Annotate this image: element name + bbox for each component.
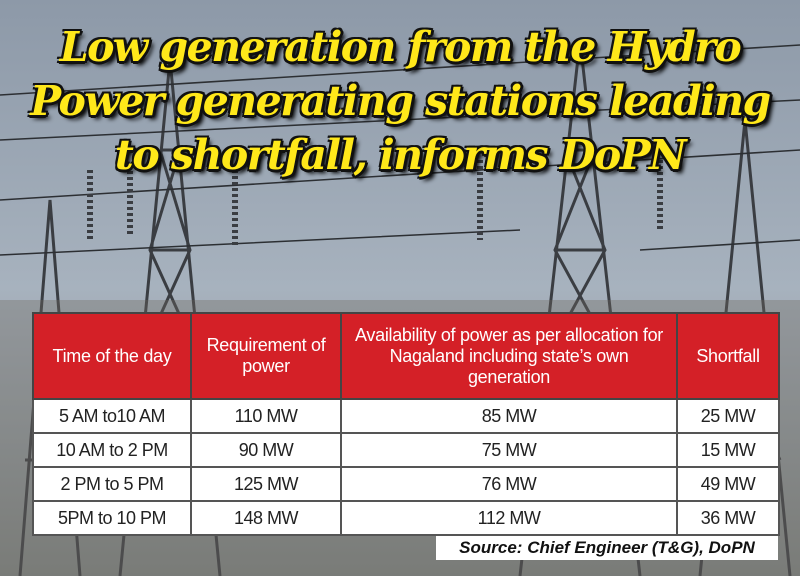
- column-header: Availability of power as per allocation …: [340, 312, 678, 400]
- column-header: Requirement of power: [190, 312, 342, 400]
- column-header: Time of the day: [32, 312, 192, 400]
- table-cell: 5PM to 10 PM: [32, 500, 192, 536]
- table-cell: 112 MW: [340, 500, 678, 536]
- table-cell: 110 MW: [190, 398, 342, 434]
- power-table: Time of the day Requirement of power Avail…: [32, 312, 780, 536]
- table-row: 10 AM to 2 PM 90 MW 75 MW 15 MW: [32, 432, 780, 468]
- header-row: Time of the day Requirement of power Avail…: [32, 312, 780, 400]
- table-cell: 75 MW: [340, 432, 678, 468]
- table-cell: 125 MW: [190, 466, 342, 502]
- table-cell: 49 MW: [676, 466, 780, 502]
- table-row: 5PM to 10 PM 148 MW 112 MW 36 MW: [32, 500, 780, 536]
- table-cell: 15 MW: [676, 432, 780, 468]
- table-cell: 148 MW: [190, 500, 342, 536]
- table-body: 5 AM to10 AM 110 MW 85 MW 25 MW 10 AM to 2 P…: [32, 398, 780, 536]
- title-line: Low generation from the Hydro: [59, 23, 742, 71]
- table-cell: 85 MW: [340, 398, 678, 434]
- table-cell: 25 MW: [676, 398, 780, 434]
- table-cell: 2 PM to 5 PM: [32, 466, 192, 502]
- table-cell: 5 AM to10 AM: [32, 398, 192, 434]
- table-cell: 36 MW: [676, 500, 780, 536]
- table-cell: 90 MW: [190, 432, 342, 468]
- title-line: Power generating stations leading: [30, 77, 771, 125]
- table-cell: 10 AM to 2 PM: [32, 432, 192, 468]
- column-header: Shortfall: [676, 312, 780, 400]
- title-line: to shortfall, informs DoPN: [114, 131, 687, 179]
- title: Low generation from the Hydro Power gene…: [0, 20, 800, 182]
- table-row: 5 AM to10 AM 110 MW 85 MW 25 MW: [32, 398, 780, 434]
- table-cell: 76 MW: [340, 466, 678, 502]
- table-row: 2 PM to 5 PM 125 MW 76 MW 49 MW: [32, 466, 780, 502]
- source-note: Source: Chief Engineer (T&G), DoPN: [436, 536, 778, 560]
